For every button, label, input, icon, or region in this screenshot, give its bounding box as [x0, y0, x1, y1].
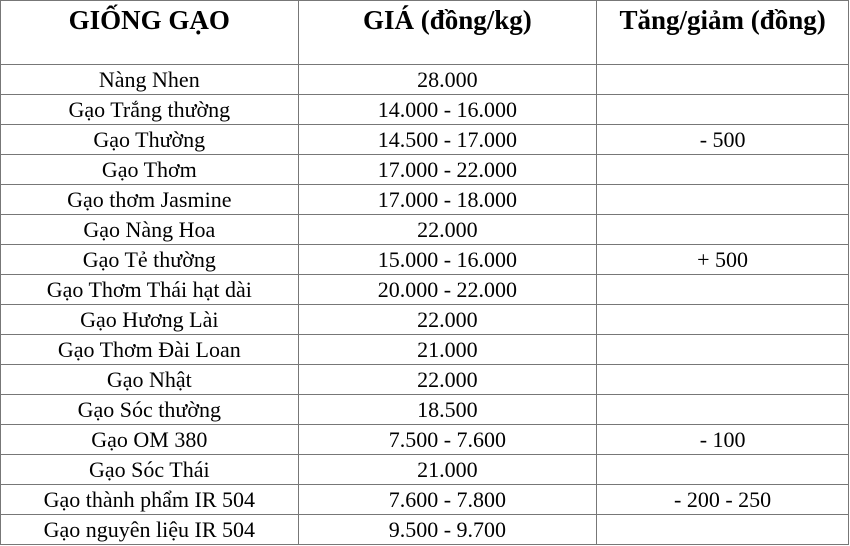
table-row: Gạo thành phẩm IR 504 7.600 - 7.800- 200 … [0, 484, 849, 515]
table-row: Nàng Nhen 28.000 [0, 64, 849, 95]
cell-price: 21.000 [297, 334, 598, 365]
header-row: GIỐNG GẠO GIÁ (đồng/kg) Tăng/giảm (đồng) [0, 0, 849, 65]
cell-price: 14.500 - 17.000 [297, 124, 598, 155]
cell-price: 14.000 - 16.000 [297, 94, 598, 125]
cell-price: 20.000 - 22.000 [297, 274, 598, 305]
table-row: Gạo Sóc Thái 21.000 [0, 454, 849, 485]
cell-variety: Gạo Nàng Hoa [0, 214, 299, 245]
cell-variety: Gạo thành phẩm IR 504 [0, 484, 299, 515]
cell-change [596, 214, 849, 245]
cell-change [596, 334, 849, 365]
cell-variety: Gạo nguyên liệu IR 504 [0, 514, 299, 545]
cell-variety: Gạo Thơm Đài Loan [0, 334, 299, 365]
cell-variety: Gạo Sóc thường [0, 394, 299, 425]
cell-change: - 500 [596, 124, 849, 155]
cell-change [596, 154, 849, 185]
cell-variety: Gạo Trắng thường [0, 94, 299, 125]
cell-variety: Gạo Hương Lài [0, 304, 299, 335]
cell-variety: Gạo thơm Jasmine [0, 184, 299, 215]
header-variety: GIỐNG GẠO [0, 0, 299, 65]
cell-variety: Gạo OM 380 [0, 424, 299, 455]
table-row: Gạo Thường 14.500 - 17.000- 500 [0, 124, 849, 155]
table-row: Gạo Hương Lài 22.000 [0, 304, 849, 335]
header-change: Tăng/giảm (đồng) [596, 0, 849, 65]
table-row: Gạo Nàng Hoa 22.000 [0, 214, 849, 245]
cell-price: 17.000 - 22.000 [297, 154, 598, 185]
cell-price: 18.500 [297, 394, 598, 425]
cell-change [596, 394, 849, 425]
table-row: Gạo nguyên liệu IR 504 9.500 - 9.700 [0, 514, 849, 545]
cell-variety: Gạo Thơm Thái hạt dài [0, 274, 299, 305]
cell-change [596, 454, 849, 485]
cell-price: 21.000 [297, 454, 598, 485]
cell-variety: Nàng Nhen [0, 64, 299, 95]
cell-variety: Gạo Nhật [0, 364, 299, 395]
cell-change [596, 304, 849, 335]
table-row: Gạo Nhật 22.000 [0, 364, 849, 395]
cell-change: - 100 [596, 424, 849, 455]
cell-variety: Gạo Tẻ thường [0, 244, 299, 275]
cell-change [596, 94, 849, 125]
cell-variety: Gạo Thường [0, 124, 299, 155]
table-row: Gạo Sóc thường 18.500 [0, 394, 849, 425]
cell-price: 17.000 - 18.000 [297, 184, 598, 215]
header-price: GIÁ (đồng/kg) [297, 0, 598, 65]
cell-variety: Gạo Sóc Thái [0, 454, 299, 485]
cell-price: 28.000 [297, 64, 598, 95]
table-row: Gạo OM 380 7.500 - 7.600- 100 [0, 424, 849, 455]
table-row: Gạo Thơm Đài Loan 21.000 [0, 334, 849, 365]
cell-change [596, 364, 849, 395]
table-row: Gạo Trắng thường 14.000 - 16.000 [0, 94, 849, 125]
table-row: Gạo Thơm Thái hạt dài 20.000 - 22.000 [0, 274, 849, 305]
cell-price: 15.000 - 16.000 [297, 244, 598, 275]
cell-change [596, 514, 849, 545]
table-row: Gạo Thơm 17.000 - 22.000 [0, 154, 849, 185]
cell-change [596, 184, 849, 215]
cell-price: 22.000 [297, 364, 598, 395]
cell-price: 7.600 - 7.800 [297, 484, 598, 515]
cell-change: + 500 [596, 244, 849, 275]
cell-change [596, 64, 849, 95]
cell-change: - 200 - 250 [596, 484, 849, 515]
cell-price: 7.500 - 7.600 [297, 424, 598, 455]
table-row: Gạo Tẻ thường 15.000 - 16.000 + 500 [0, 244, 849, 275]
cell-price: 22.000 [297, 214, 598, 245]
cell-price: 9.500 - 9.700 [297, 514, 598, 545]
cell-change [596, 274, 849, 305]
table-row: Gạo thơm Jasmine 17.000 - 18.000 [0, 184, 849, 215]
cell-variety: Gạo Thơm [0, 154, 299, 185]
cell-price: 22.000 [297, 304, 598, 335]
